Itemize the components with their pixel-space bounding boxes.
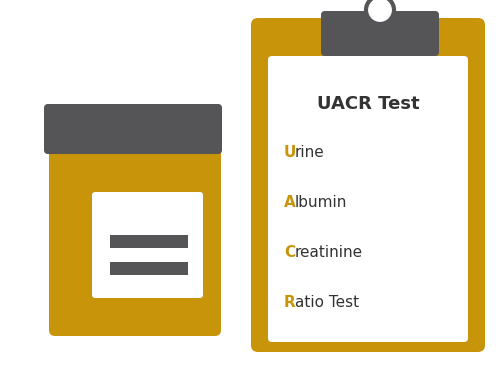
Text: rine: rine [295,145,325,160]
Text: C: C [284,245,295,260]
Text: U: U [284,145,296,160]
Bar [110,262,188,275]
Bar [110,235,188,248]
Text: reatinine: reatinine [295,245,363,260]
FancyBboxPatch shape [251,18,485,352]
Circle shape [366,0,394,24]
FancyBboxPatch shape [44,104,222,154]
FancyBboxPatch shape [268,56,468,342]
Text: lbumin: lbumin [295,195,348,210]
Text: atio Test: atio Test [295,295,359,310]
FancyBboxPatch shape [92,192,203,298]
Text: UACR Test: UACR Test [316,95,420,113]
FancyBboxPatch shape [321,11,439,56]
FancyBboxPatch shape [49,129,221,336]
Text: A: A [284,195,296,210]
Text: R: R [284,295,296,310]
